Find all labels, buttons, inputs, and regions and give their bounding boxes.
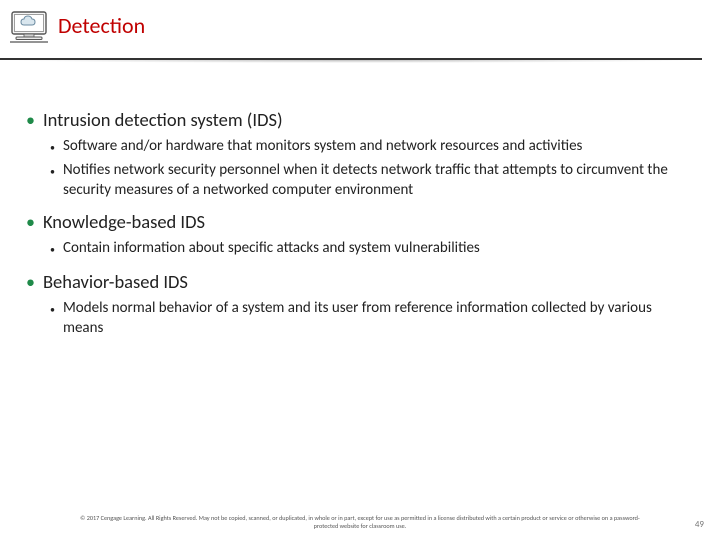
bullet-icon: • [50, 300, 55, 320]
slide-title: Detection [58, 8, 145, 39]
bullet-icon: • [50, 162, 55, 182]
bullet-icon: • [26, 108, 35, 132]
list-item-label: Knowledge-based IDS [43, 210, 205, 234]
list-item: • Behavior-based IDS • Models normal beha… [28, 270, 692, 338]
list-item: • Knowledge-based IDS • Contain informati… [28, 210, 692, 260]
list-item-label: Intrusion detection system (IDS) [43, 108, 283, 132]
list-item: • Models normal behavior of a system and … [50, 298, 692, 338]
bullet-icon: • [50, 240, 55, 260]
list-item: • Contain information about specific atta… [50, 238, 692, 260]
title-divider [0, 58, 702, 62]
copyright-text: © 2017 Cengage Learning. All Rights Rese… [70, 514, 650, 530]
list-item-text: Models normal behavior of a system and i… [63, 298, 692, 338]
list-item-label: Behavior-based IDS [43, 270, 188, 294]
list-item-text: Notifies network security personnel when… [63, 160, 692, 200]
bullet-list-level2: • Models normal behavior of a system and … [28, 298, 692, 338]
list-item: • Software and/or hardware that monitors … [50, 136, 692, 158]
slide: Detection • Intrusion detection system (… [0, 0, 720, 540]
footer: © 2017 Cengage Learning. All Rights Rese… [0, 514, 720, 530]
bullet-icon: • [26, 210, 35, 234]
page-number: 49 [695, 519, 704, 530]
list-item: • Notifies network security personnel whe… [50, 160, 692, 200]
list-item-text: Contain information about specific attac… [63, 238, 480, 258]
list-item-text: Software and/or hardware that monitors s… [63, 136, 582, 156]
list-item: • Intrusion detection system (IDS) • Soft… [28, 108, 692, 200]
content-area: • Intrusion detection system (IDS) • Soft… [0, 80, 720, 348]
bullet-list-level2: • Software and/or hardware that monitors … [28, 136, 692, 200]
header: Detection [0, 0, 720, 46]
bullet-list-level1: • Intrusion detection system (IDS) • Soft… [28, 108, 692, 338]
bullet-icon: • [26, 270, 35, 294]
cloud-monitor-icon [8, 10, 50, 46]
bullet-icon: • [50, 138, 55, 158]
bullet-list-level2: • Contain information about specific atta… [28, 238, 692, 260]
